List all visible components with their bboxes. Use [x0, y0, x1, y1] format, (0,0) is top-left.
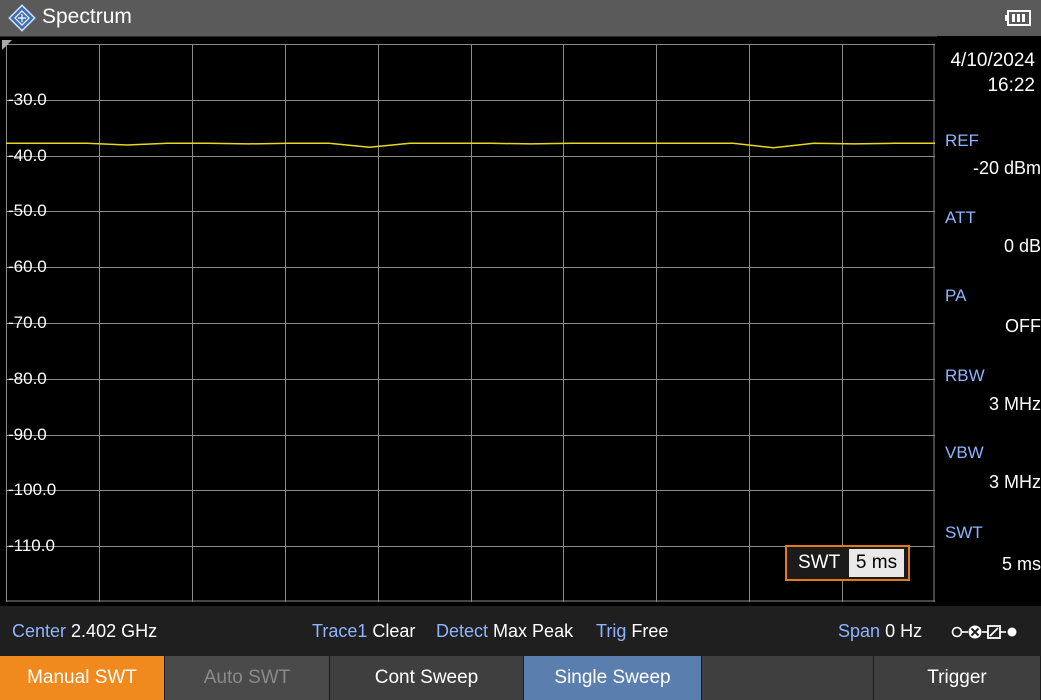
- trace-value: Clear: [372, 621, 416, 641]
- y-axis-label: -70.0: [8, 313, 47, 332]
- att-label: ATT: [945, 208, 976, 227]
- center-frequency[interactable]: Center 2.402 GHz: [12, 621, 157, 642]
- y-axis-label: -50.0: [8, 201, 47, 221]
- manual-swt-button[interactable]: Manual SWT: [0, 656, 165, 700]
- trig-key: Trig: [596, 621, 627, 641]
- connection-status-icon: [951, 625, 1017, 639]
- vbw-value[interactable]: 3 MHz: [988, 472, 1041, 492]
- cont-sweep-button[interactable]: Cont Sweep: [330, 656, 524, 700]
- detect-value: Max Peak: [493, 621, 574, 641]
- span-key: Span: [838, 621, 881, 641]
- pa-label: PA: [945, 286, 967, 305]
- title-bar: Spectrum: [0, 0, 1041, 37]
- span-value: 0 Hz: [885, 621, 923, 641]
- app-title: Spectrum: [42, 5, 132, 28]
- detect-key: Detect: [436, 621, 489, 641]
- swt-entry-label: SWT: [798, 552, 841, 573]
- single-sweep-button[interactable]: Single Sweep: [524, 656, 702, 700]
- spectrum-graph[interactable]: [6, 44, 935, 602]
- center-key: Center: [12, 621, 67, 641]
- y-axis-label: -80.0: [8, 368, 47, 388]
- att-value[interactable]: 0 dB: [1003, 236, 1041, 256]
- trigger-button[interactable]: Trigger: [874, 656, 1041, 700]
- y-axis-label: -40.0: [8, 145, 47, 165]
- swt-label: SWT: [945, 523, 983, 542]
- y-axis-label: -100.0: [8, 480, 57, 500]
- parameter-panel: 4/10/2024 16:22 REF -20 dBm ATT 0 dB PA …: [937, 36, 1041, 606]
- trace1-line: [6, 142, 935, 149]
- y-axis-label: -90.0: [8, 424, 47, 444]
- time-display: 16:22: [987, 75, 1035, 96]
- y-axis-label: -30.0: [8, 89, 47, 109]
- pa-value[interactable]: OFF: [1005, 316, 1041, 336]
- date-display: 4/10/2024: [950, 50, 1035, 71]
- rbw-value[interactable]: 3 MHz: [988, 394, 1041, 414]
- center-value: 2.402 GHz: [71, 621, 158, 641]
- swt-entry-field[interactable]: 5 ms: [849, 549, 904, 577]
- swt-entry-box[interactable]: SWT 5 ms: [785, 545, 910, 581]
- graph-grid: [6, 44, 935, 602]
- softkey-bar: Manual SWT Auto SWT Cont Sweep Single Sw…: [0, 656, 1041, 700]
- swt-value[interactable]: 5 ms: [1001, 554, 1041, 574]
- ref-label: REF: [945, 131, 979, 150]
- rohde-schwarz-diamond-icon: [8, 4, 36, 32]
- battery-icon: [1005, 10, 1031, 26]
- trig-value: Free: [631, 621, 669, 641]
- y-axis-label: -110.0: [8, 536, 55, 556]
- trigger-status[interactable]: Trig Free: [596, 621, 668, 642]
- rbw-label: RBW: [945, 366, 985, 385]
- span-status[interactable]: Span 0 Hz: [838, 621, 922, 642]
- y-axis-label: -60.0: [8, 257, 47, 277]
- detector-status[interactable]: Detect Max Peak: [436, 621, 573, 642]
- vbw-label: VBW: [945, 443, 984, 462]
- trace-status[interactable]: Trace1 Clear: [312, 621, 415, 642]
- trace-key: Trace1: [312, 621, 368, 641]
- auto-swt-button[interactable]: Auto SWT: [165, 656, 330, 700]
- status-bar: Center 2.402 GHz Trace1 Clear Detect Max…: [0, 606, 1041, 656]
- empty-softkey[interactable]: [702, 656, 874, 700]
- graph-corner-marker: [2, 40, 12, 50]
- ref-value[interactable]: -20 dBm: [972, 158, 1041, 178]
